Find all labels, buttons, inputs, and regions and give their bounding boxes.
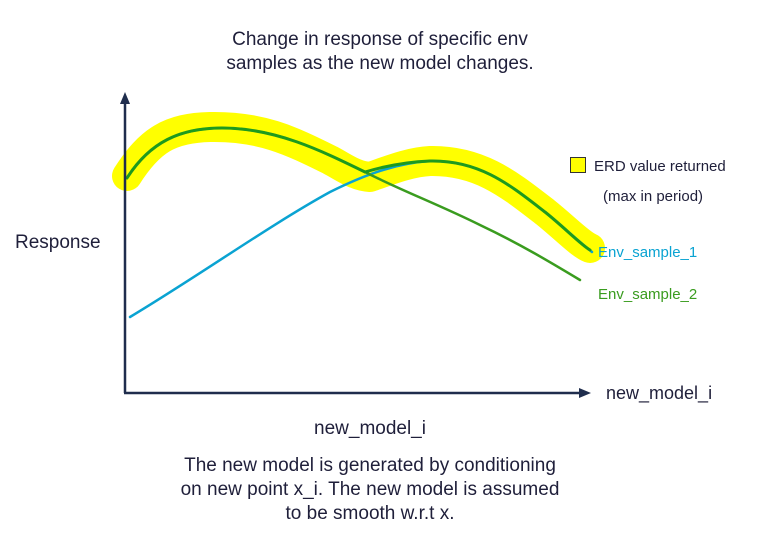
title-line-2: samples as the new model changes. [226,53,534,74]
y-axis-label: Response [15,232,101,253]
x-axis-arrow [579,388,591,398]
erd-swatch [570,157,586,173]
title-line-1: Change in response of specific env [232,29,528,50]
diagram-title: Change in response of specific env sampl… [170,28,590,76]
caption: The new model is generated by conditioni… [120,454,620,526]
x-axis-label: new_model_i [606,383,713,403]
env-sample-1-label: Env_sample_1 [598,244,698,261]
max-envelope-curve [125,126,592,252]
caption-line-2: on new point x_i. The new model is assum… [180,479,560,500]
legend-erd-label: ERD value returned [594,158,726,175]
legend-erd: ERD value returned [570,157,726,175]
x-center-label: new_model_i [314,418,426,439]
env-sample-2-label: Env_sample_2 [598,286,698,303]
legend-erd-sublabel: (max in period) [603,188,704,205]
y-axis-arrow [120,92,130,104]
caption-line-1: The new model is generated by conditioni… [184,455,556,476]
caption-line-3: to be smooth w.r.t x. [285,503,455,524]
erd-highlight-band [112,111,605,263]
